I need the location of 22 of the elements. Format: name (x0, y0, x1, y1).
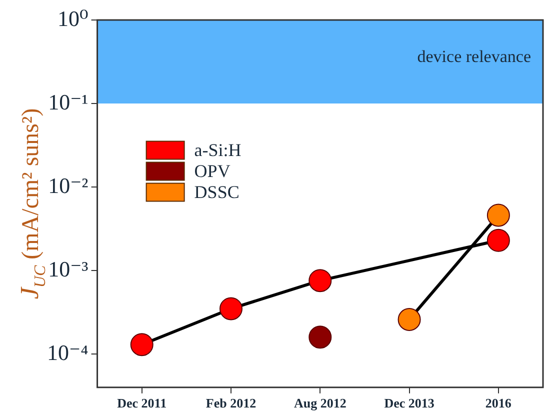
legend-label: OPV (194, 160, 230, 181)
point (130, 333, 154, 356)
x-tick-label: Dec 2011 (117, 396, 167, 411)
point (486, 204, 510, 227)
band-label: device relevance (417, 47, 531, 66)
y-tick-label: 10⁻³ (48, 256, 89, 282)
point (220, 297, 242, 320)
x-tick-label: 2016 (485, 396, 512, 411)
point (308, 269, 332, 292)
y-tick-label: 10⁻⁴ (46, 340, 89, 365)
y-tick-label: 10⁻¹ (48, 89, 88, 114)
x-tick-label: Feb 2012 (206, 396, 256, 411)
y-axis-title: JUC (mA/cm² suns²) (15, 108, 49, 300)
x-tick-label: Dec 2013 (384, 396, 435, 411)
point (486, 228, 510, 252)
point (308, 326, 332, 349)
y-tick-label: 10⁰ (57, 6, 88, 31)
legend-label: DSSC (194, 182, 240, 202)
y-tick-label: 10⁻² (48, 172, 89, 198)
point (398, 308, 421, 331)
x-tick-label: Aug 2012 (294, 396, 346, 411)
legend-label: a-Si:H (194, 140, 242, 160)
